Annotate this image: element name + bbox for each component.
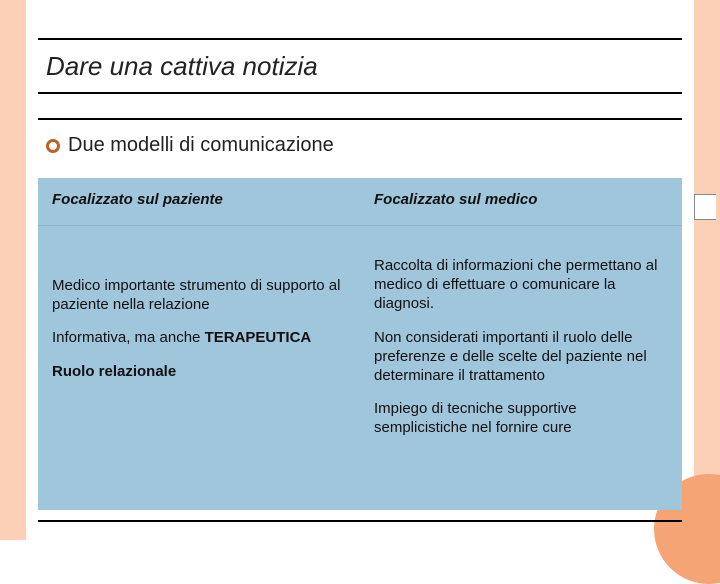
table-body-row: Medico importante strumento di supporto … — [38, 226, 682, 510]
body-left: Medico importante strumento di supporto … — [38, 226, 360, 510]
body-right: Raccolta di informazioni che permettano … — [360, 226, 682, 510]
table-header-row: Focalizzato sul paziente Focalizzato sul… — [38, 178, 682, 226]
right-para-3: Impiego di tecniche supportive semplicis… — [374, 399, 668, 437]
right-stripe — [694, 0, 720, 540]
comparison-table: Focalizzato sul paziente Focalizzato sul… — [38, 178, 682, 510]
left-para-3: Ruolo relazionale — [52, 362, 346, 381]
left-stripe — [0, 0, 26, 540]
title-box: Dare una cattiva notizia — [38, 38, 682, 94]
content-box: Due modelli di comunicazione Focalizzato… — [38, 118, 682, 522]
header-left: Focalizzato sul paziente — [38, 178, 360, 226]
slide: Dare una cattiva notizia Due modelli di … — [0, 0, 720, 540]
bullet-item: Due modelli di comunicazione — [38, 134, 682, 157]
left-p2-b: TERAPEUTICA — [205, 329, 312, 346]
bullet-text: Due modelli di comunicazione — [68, 134, 334, 157]
left-para-1: Medico importante strumento di supporto … — [52, 276, 346, 314]
right-para-2: Non considerati importanti il ruolo dell… — [374, 328, 668, 386]
slide-title: Dare una cattiva notizia — [46, 51, 318, 82]
side-tab — [694, 194, 716, 220]
left-para-2: Informativa, ma anche TERAPEUTICA — [52, 328, 346, 347]
header-right: Focalizzato sul medico — [360, 178, 682, 226]
left-p2-a: Informativa, ma anche — [52, 329, 205, 346]
right-para-1: Raccolta di informazioni che permettano … — [374, 256, 668, 314]
ring-bullet-icon — [46, 139, 60, 153]
